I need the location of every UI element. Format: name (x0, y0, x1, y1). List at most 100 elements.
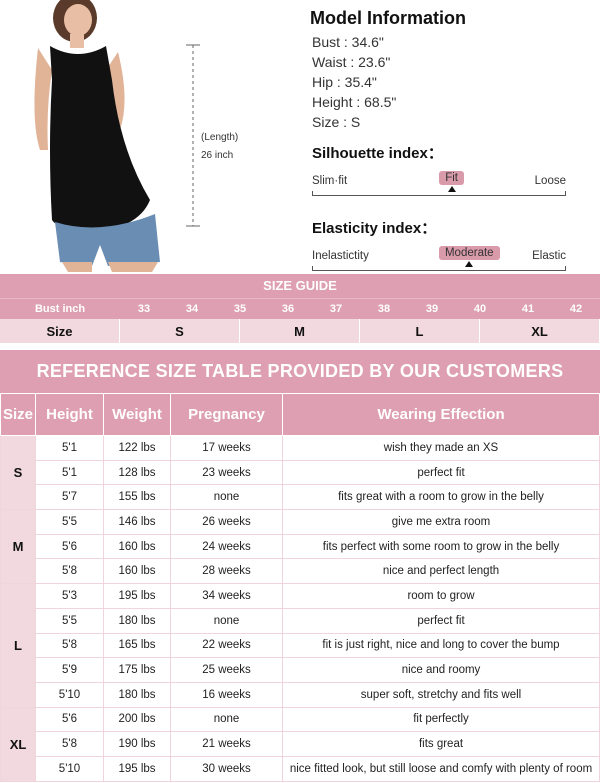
table-row: XL 5'6 200 lbs none fit perfectly (0, 706, 600, 782)
height-cell: 5'3 (35, 583, 104, 609)
length-value: 26 inch (201, 150, 233, 161)
pregnancy-cell: 24 weeks (170, 533, 283, 560)
wearing-effection-cell: perfect fit (282, 459, 600, 486)
bust-value: 36 (281, 303, 295, 315)
reference-title: REFERENCE SIZE TABLE PROVIDED BY OUR CUS… (0, 350, 600, 393)
silhouette-right-label: Loose (534, 175, 566, 187)
table-row: 5'10 180 lbs 16 weeks super soft, stretchy … (1, 681, 600, 708)
silhouette-marker-icon (447, 186, 456, 192)
size-guide-title: SIZE GUIDE (0, 274, 600, 298)
weight-cell: 175 lbs (103, 657, 171, 683)
weight-cell: 155 lbs (103, 484, 171, 511)
weight-cell: 146 lbs (103, 509, 171, 535)
pregnancy-cell: 21 weeks (170, 731, 283, 757)
silhouette-index: Silhouette index： Slim·fit Fit Loose (312, 142, 566, 197)
pregnancy-cell: none (170, 484, 283, 511)
weight-cell: 160 lbs (103, 558, 171, 585)
model-photo: (Length) 26 inch (0, 0, 300, 272)
weight-cell: 122 lbs (103, 435, 171, 461)
size-m: M (240, 319, 360, 343)
pregnancy-cell: 34 weeks (170, 583, 283, 609)
pregnancy-cell: 23 weeks (170, 459, 283, 486)
pregnancy-cell: 16 weeks (170, 681, 283, 708)
bust-row: Bust inch 33 34 35 36 37 38 39 40 41 42 (0, 298, 600, 319)
table-row: 5'5 180 lbs none perfect fit (1, 607, 600, 634)
pregnancy-cell: none (170, 706, 283, 733)
wearing-effection-cell: fits perfect with some room to grow in t… (282, 533, 600, 560)
wearing-effection-cell: room to grow (282, 583, 600, 609)
bust-value: 38 (377, 303, 391, 315)
model-hip: Hip : 35.4" (312, 74, 377, 90)
table-row: 5'9 175 lbs 25 weeks nice and roomy (1, 657, 600, 683)
size-xl: XL (480, 319, 600, 343)
table-row: 5'1 128 lbs 23 weeks perfect fit (1, 459, 600, 486)
pregnancy-cell: 26 weeks (170, 509, 283, 535)
wearing-effection-cell: nice and roomy (282, 657, 600, 683)
bust-value: 35 (233, 303, 247, 315)
bust-label: Bust inch (34, 303, 86, 315)
elasticity-marker-icon (465, 261, 474, 267)
model-size: Size : S (312, 114, 361, 130)
model-information: Model Information Bust : 34.6" Waist : 2… (310, 8, 600, 132)
elasticity-title: Elasticity index： (312, 220, 437, 237)
height-cell: 5'1 (35, 435, 104, 461)
weight-cell: 180 lbs (103, 607, 171, 634)
height-cell: 5'5 (35, 509, 104, 535)
height-cell: 5'10 (35, 755, 104, 782)
height-cell: 5'5 (35, 607, 104, 634)
table-row: 5'8 190 lbs 21 weeks fits great (1, 731, 600, 757)
table-row: 5'8 160 lbs 28 weeks nice and perfect lengt… (1, 558, 600, 585)
wearing-effection-cell: super soft, stretchy and fits well (282, 681, 600, 708)
size-cell: XL (0, 706, 36, 782)
table-row: 5'8 165 lbs 22 weeks fit is just right, nic… (1, 632, 600, 659)
wearing-effection-cell: wish they made an XS (282, 435, 600, 461)
weight-cell: 195 lbs (103, 755, 171, 782)
silhouette-scale-bar (312, 191, 566, 196)
elasticity-value: Moderate (438, 246, 500, 260)
wearing-effection-cell: fits great with a room to grow in the be… (282, 484, 600, 511)
height-cell: 5'7 (35, 484, 104, 511)
bust-value: 40 (473, 303, 487, 315)
elasticity-scale-bar (312, 266, 566, 271)
height-cell: 5'8 (35, 731, 104, 757)
silhouette-left-label: Slim·fit (312, 175, 348, 187)
pregnancy-cell: 25 weeks (170, 657, 283, 683)
model-bust: Bust : 34.6" (312, 34, 384, 50)
header-pregnancy: Pregnancy (170, 393, 283, 436)
bust-value: 34 (185, 303, 199, 315)
pregnancy-cell: 17 weeks (170, 435, 283, 461)
height-cell: 5'10 (35, 681, 104, 708)
bust-value: 37 (329, 303, 343, 315)
height-cell: 5'8 (35, 558, 104, 585)
elasticity-index: Elasticity index： Inelastictity Moderate… (312, 217, 566, 272)
height-cell: 5'1 (35, 459, 104, 486)
table-row: 5'6 160 lbs 24 weeks fits perfect with some… (1, 533, 600, 560)
weight-cell: 160 lbs (103, 533, 171, 560)
table-row: 5'10 195 lbs 30 weeks nice fitted look, but… (1, 755, 600, 782)
wearing-effection-cell: nice and perfect length (282, 558, 600, 585)
table-row: 5'7 155 lbs none fits great with a room to … (1, 484, 600, 511)
weight-cell: 180 lbs (103, 681, 171, 708)
header-size: Size (0, 393, 36, 436)
wearing-effection-cell: nice fitted look, but still loose and co… (282, 755, 600, 782)
bust-value: 41 (521, 303, 535, 315)
length-label: (Length) (201, 132, 238, 143)
bust-value: 33 (137, 303, 151, 315)
weight-cell: 128 lbs (103, 459, 171, 486)
pregnancy-cell: none (170, 607, 283, 634)
size-row: Size S M L XL (0, 319, 600, 343)
weight-cell: 190 lbs (103, 731, 171, 757)
pregnancy-cell: 22 weeks (170, 632, 283, 659)
model-info-title: Model Information (310, 8, 466, 28)
wearing-effection-cell: perfect fit (282, 607, 600, 634)
silhouette-title: Silhouette index： (312, 145, 443, 162)
height-cell: 5'9 (35, 657, 104, 683)
model-waist: Waist : 23.6" (312, 54, 391, 70)
table-row: S 5'1 122 lbs 17 weeks wish they made an XS (0, 434, 600, 511)
wearing-effection-cell: fits great (282, 731, 600, 757)
size-s: S (120, 319, 240, 343)
size-guide: SIZE GUIDE Bust inch 33 34 35 36 37 38 39 40 41 4… (0, 274, 600, 343)
header-weight: Weight (103, 393, 171, 436)
elasticity-right-label: Elastic (532, 250, 566, 262)
weight-cell: 195 lbs (103, 583, 171, 609)
